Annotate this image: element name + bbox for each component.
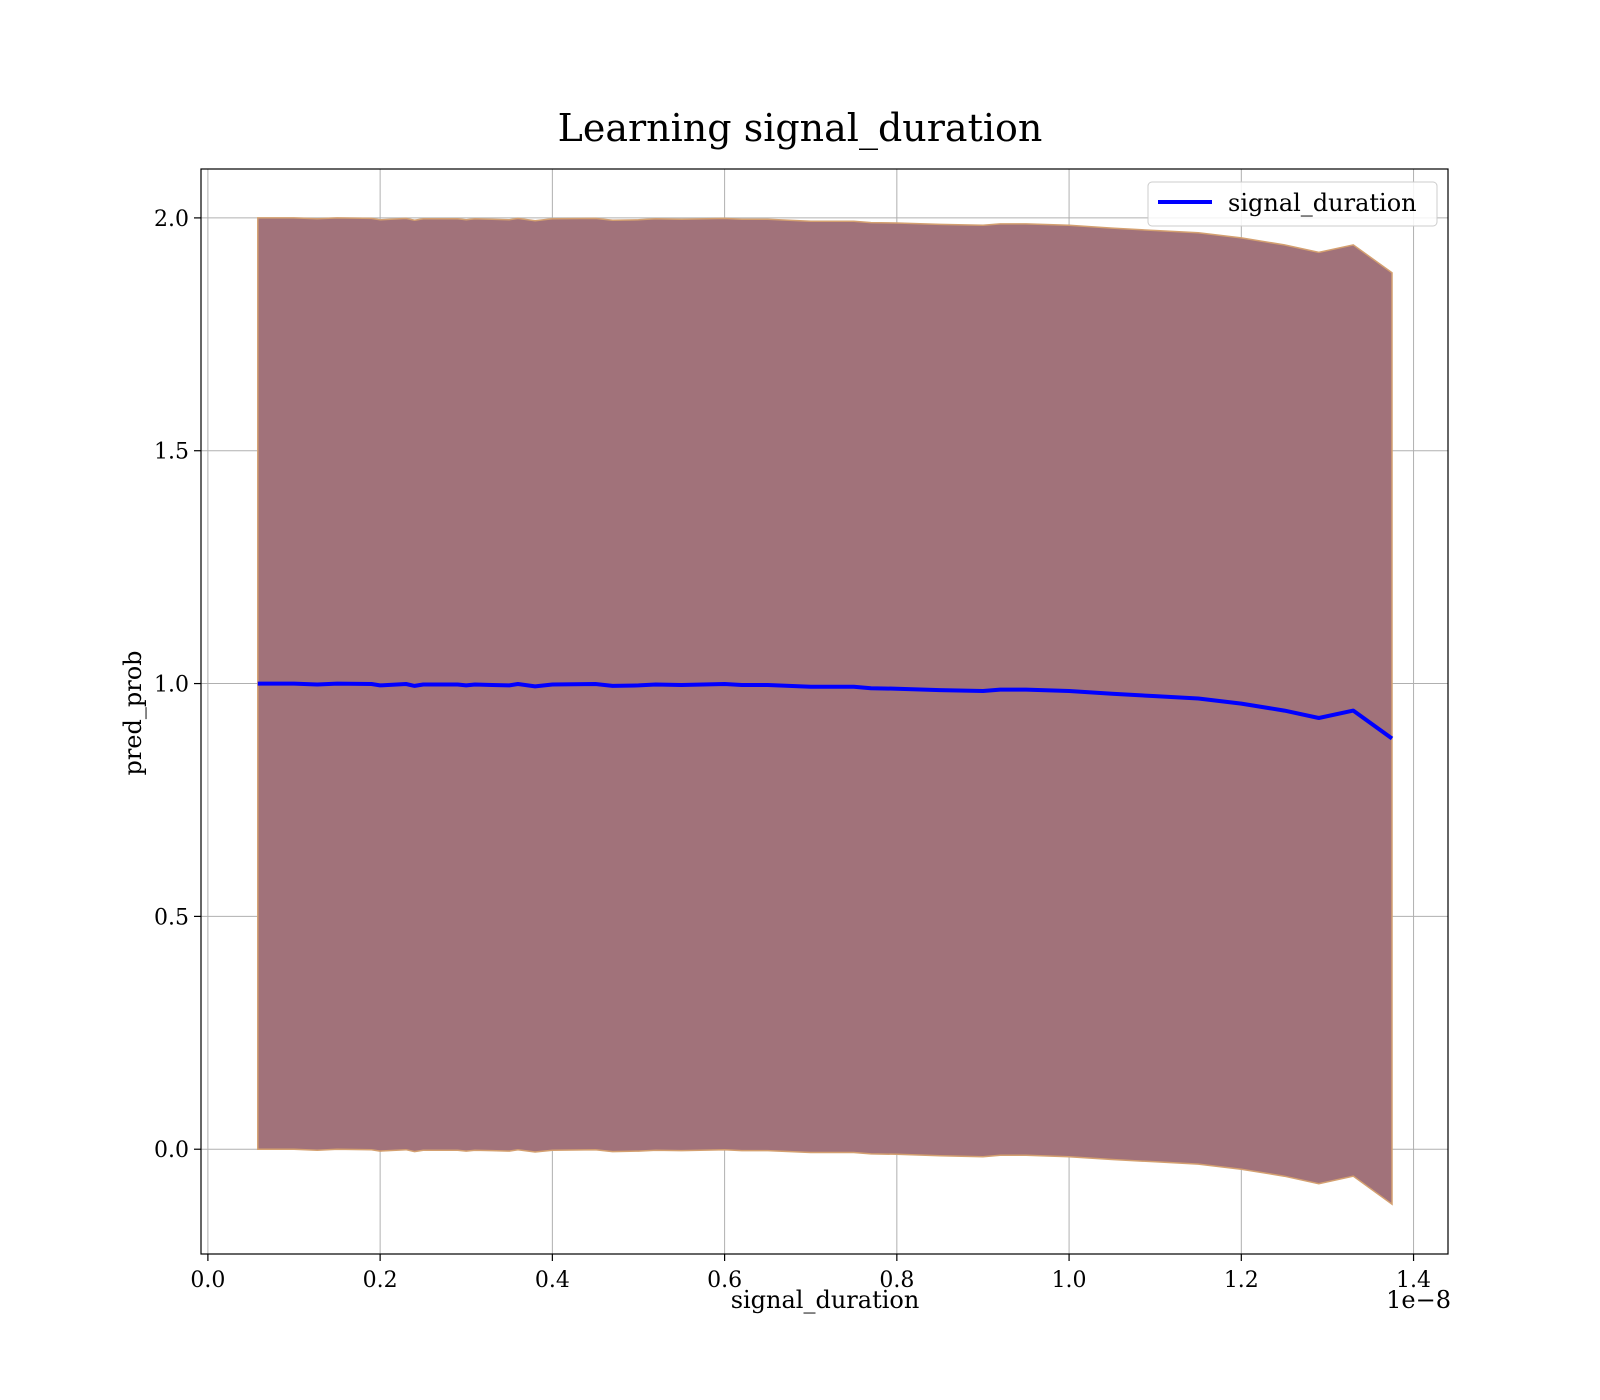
x-tick-label: 0.6 xyxy=(707,1268,742,1293)
x-tick-label: 0.4 xyxy=(535,1268,570,1293)
series-line xyxy=(257,681,1394,741)
chart-title: Learning signal_duration xyxy=(558,106,1043,151)
y-tick-label: 0.5 xyxy=(154,905,189,930)
x-tick-label: 0.0 xyxy=(190,1268,225,1293)
y-axis-label: pred_prob xyxy=(119,650,147,775)
x-tick-label: 1.0 xyxy=(1052,1268,1087,1293)
x-tick-label: 1.4 xyxy=(1396,1268,1431,1293)
legend-label: signal_duration xyxy=(1228,189,1417,217)
x-axis-label: signal_duration xyxy=(731,1286,920,1314)
legend-box xyxy=(1147,181,1438,227)
x-tick-label: 0.2 xyxy=(363,1268,398,1293)
x-tick-label: 0.8 xyxy=(879,1268,914,1293)
y-axis-ticks: 0.0 0.5 1.0 1.5 2.0 xyxy=(154,207,201,1163)
x-axis-ticks: 0.0 0.2 0.4 0.6 0.8 1.0 1.2 1.4 xyxy=(190,1254,1431,1293)
x-tick-label: 1.2 xyxy=(1224,1268,1259,1293)
plot-frame xyxy=(200,168,1449,1255)
legend: signal_duration xyxy=(1147,181,1438,227)
y-tick-label: 2.0 xyxy=(154,207,189,232)
x-axis-offset-label: 1e−8 xyxy=(1386,1286,1451,1314)
y-tick-label: 1.5 xyxy=(154,440,189,465)
confidence-band xyxy=(257,217,1393,1206)
y-tick-label: 0.0 xyxy=(154,1138,189,1163)
y-tick-label: 1.0 xyxy=(154,673,189,698)
